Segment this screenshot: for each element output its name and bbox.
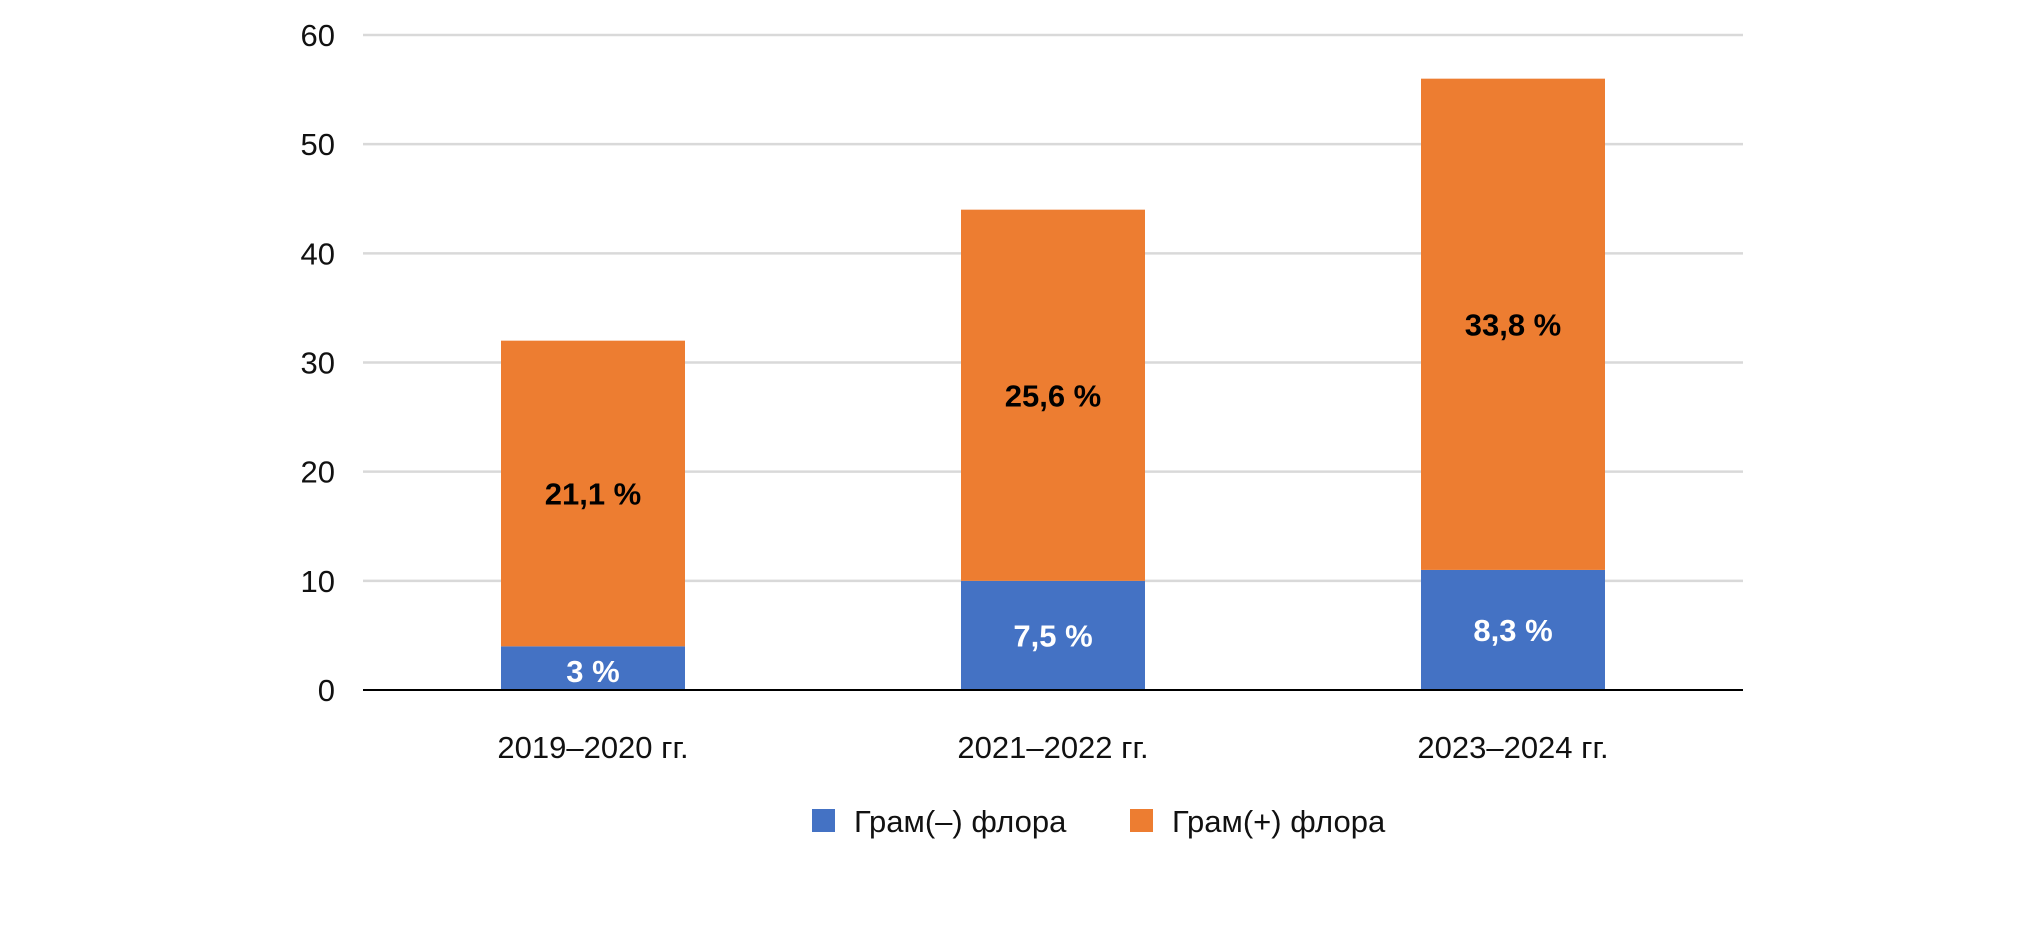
- y-tick-label: 20: [301, 455, 335, 490]
- legend: Грам(–) флора Грам(+) флора: [812, 804, 1386, 839]
- legend-swatch: [1130, 809, 1153, 832]
- legend-label: Грам(+) флора: [1172, 804, 1386, 839]
- x-tick-label: 2019–2020 гг.: [497, 730, 688, 765]
- legend-swatch: [812, 809, 835, 832]
- data-label: 8,3 %: [1473, 613, 1552, 648]
- bar-segment: [961, 209, 1145, 581]
- bar-segment: [961, 580, 1145, 690]
- legend-label: Грам(–) флора: [854, 804, 1067, 839]
- y-tick-label: 40: [301, 236, 335, 271]
- bar-segment: [1421, 569, 1605, 690]
- y-tick-label: 60: [301, 18, 335, 53]
- x-tick-label: 2021–2022 гг.: [957, 730, 1148, 765]
- y-tick-label: 30: [301, 346, 335, 381]
- x-axis-ticks: 2019–2020 гг. 2021–2022 гг. 2023–2024 гг.: [497, 730, 1608, 765]
- bar-segment: [501, 340, 685, 647]
- y-tick-label: 50: [301, 127, 335, 162]
- data-label: 3 %: [566, 654, 619, 689]
- bar-segment: [1421, 78, 1605, 570]
- bar-segment: [501, 646, 685, 690]
- y-tick-label: 10: [301, 564, 335, 599]
- x-tick-label: 2023–2024 гг.: [1417, 730, 1608, 765]
- data-label: 21,1 %: [545, 477, 642, 512]
- bars: 3 % 21,1 % 7,5 % 25,6 % 8,3 % 33,8 %: [501, 78, 1605, 690]
- data-label: 33,8 %: [1465, 307, 1562, 342]
- data-label: 25,6 %: [1005, 378, 1102, 413]
- y-axis-ticks: 0 10 20 30 40 50 60: [301, 18, 335, 708]
- y-tick-label: 0: [318, 673, 335, 708]
- data-label: 7,5 %: [1013, 618, 1092, 653]
